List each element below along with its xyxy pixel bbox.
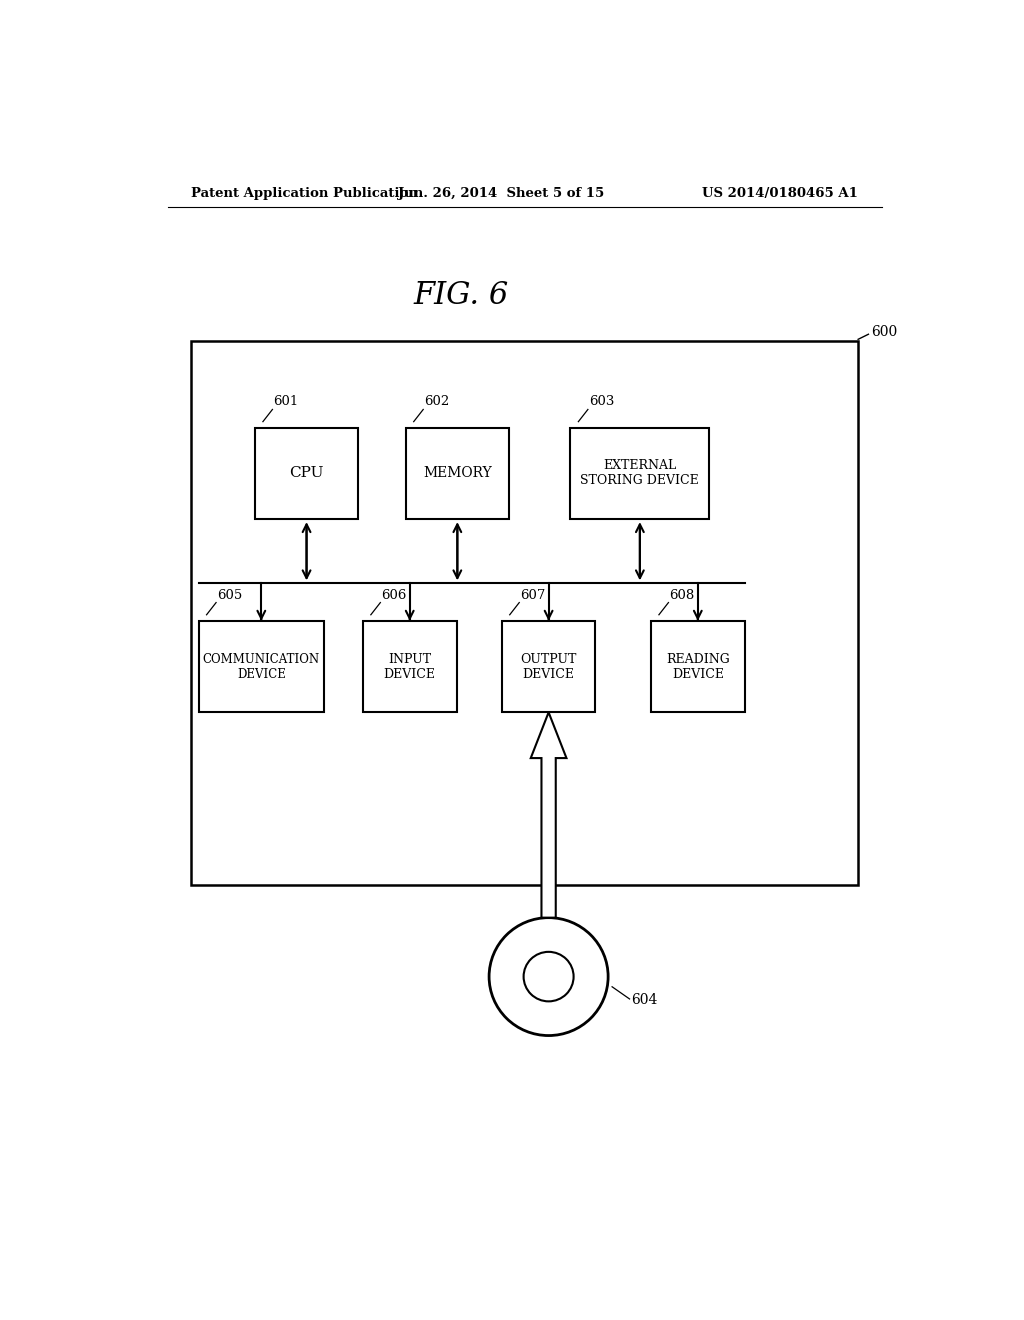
Text: Patent Application Publication: Patent Application Publication [191, 187, 418, 201]
FancyBboxPatch shape [199, 620, 324, 713]
Text: EXTERNAL
STORING DEVICE: EXTERNAL STORING DEVICE [581, 459, 699, 487]
Text: 601: 601 [273, 396, 298, 408]
Text: 602: 602 [424, 396, 450, 408]
Text: FIG. 6: FIG. 6 [414, 280, 509, 312]
Text: 605: 605 [217, 589, 242, 602]
Text: COMMUNICATION
DEVICE: COMMUNICATION DEVICE [203, 652, 319, 681]
Ellipse shape [523, 952, 573, 1002]
Text: US 2014/0180465 A1: US 2014/0180465 A1 [702, 187, 858, 201]
Text: 607: 607 [520, 589, 546, 602]
Text: 604: 604 [631, 993, 657, 1007]
FancyBboxPatch shape [255, 428, 358, 519]
Text: MEMORY: MEMORY [423, 466, 492, 480]
Text: INPUT
DEVICE: INPUT DEVICE [384, 652, 436, 681]
Text: 600: 600 [871, 325, 898, 339]
Text: 608: 608 [670, 589, 694, 602]
FancyBboxPatch shape [502, 620, 595, 713]
Ellipse shape [489, 917, 608, 1036]
Text: OUTPUT
DEVICE: OUTPUT DEVICE [520, 652, 577, 681]
FancyBboxPatch shape [406, 428, 509, 519]
Text: READING
DEVICE: READING DEVICE [666, 652, 730, 681]
FancyBboxPatch shape [651, 620, 744, 713]
Text: CPU: CPU [290, 466, 324, 480]
Text: 606: 606 [381, 589, 407, 602]
FancyBboxPatch shape [362, 620, 457, 713]
FancyBboxPatch shape [570, 428, 710, 519]
FancyBboxPatch shape [191, 342, 858, 886]
Text: 603: 603 [589, 396, 614, 408]
Polygon shape [530, 713, 566, 917]
Text: Jun. 26, 2014  Sheet 5 of 15: Jun. 26, 2014 Sheet 5 of 15 [398, 187, 604, 201]
